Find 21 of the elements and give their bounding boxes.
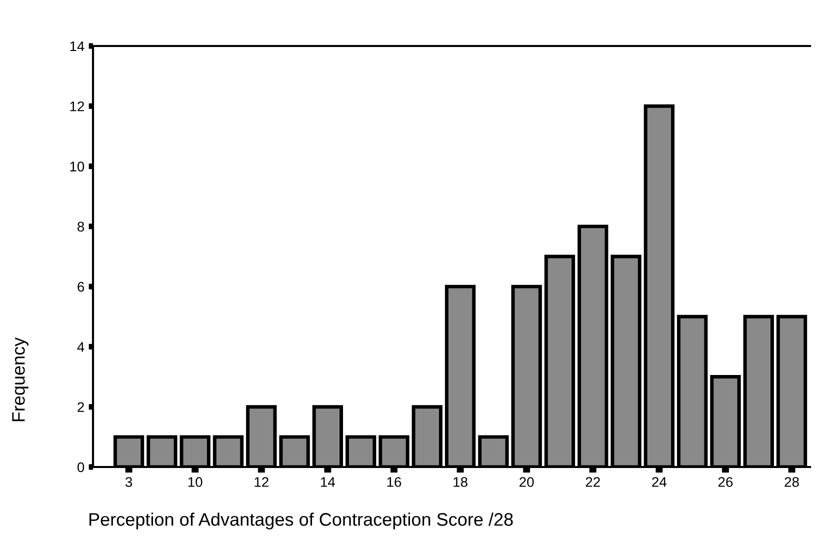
y-axis-title: Frequency [12, 337, 28, 422]
x-tick-label: 26 [718, 477, 733, 487]
x-tick-label: 10 [188, 477, 202, 487]
x-tick-label: 12 [254, 477, 268, 487]
x-tick-label: 14 [321, 477, 336, 487]
y-tick-label: 14 [70, 41, 84, 52]
x-tick-label: 22 [586, 477, 600, 487]
y-tick-label: 2 [78, 402, 84, 412]
x-tick-label: 24 [652, 477, 666, 487]
x-tick-label: 18 [454, 477, 468, 487]
y-tick-label: 6 [78, 282, 84, 292]
y-tick-label: 8 [78, 222, 84, 232]
y-tick-label: 0 [77, 462, 84, 472]
y-tick-label: 12 [70, 101, 84, 112]
x-tick-label: 20 [520, 477, 534, 487]
x-tick-label: 3 [125, 477, 132, 487]
x-tick-label: 16 [387, 477, 402, 487]
x-tick-label: 28 [784, 477, 799, 487]
y-tick-label: 4 [77, 342, 84, 352]
x-axis-title: Perception of Advantages of Contraception Score /28 [89, 512, 513, 530]
y-tick-label: 10 [70, 162, 84, 172]
